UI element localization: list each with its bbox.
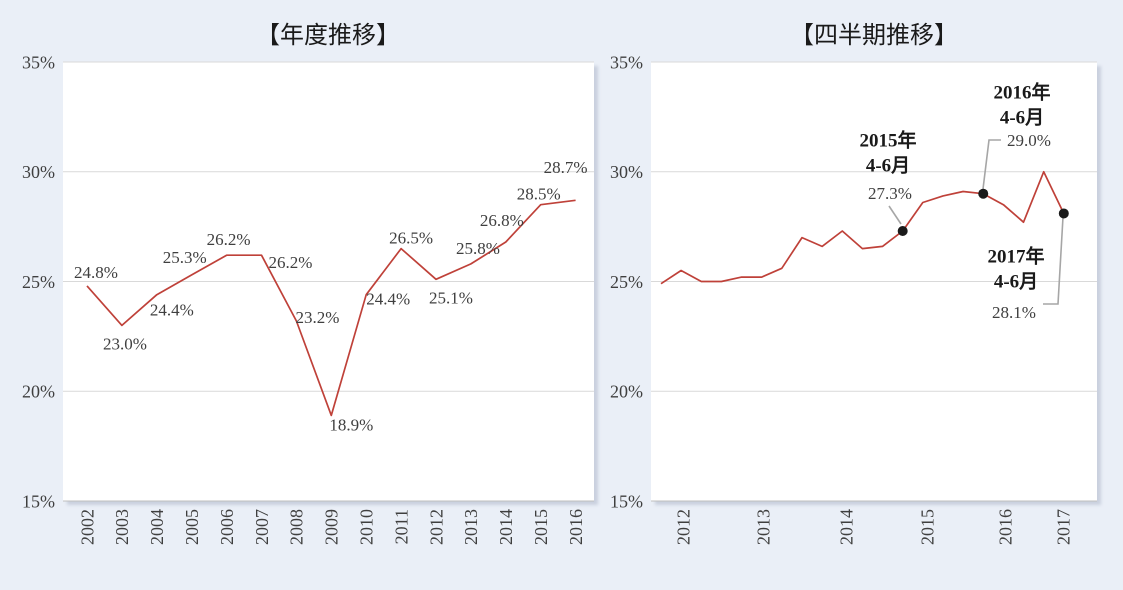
data-label: 25.8% [456, 239, 500, 258]
data-label: 23.2% [295, 308, 339, 327]
data-label: 25.3% [163, 248, 207, 267]
y-axis-tick-label: 35% [610, 52, 643, 72]
x-axis-tick-label: 2016 [995, 509, 1015, 545]
x-axis-tick-label: 2006 [217, 509, 237, 545]
annotation-period-label: 4-6月 [1000, 108, 1044, 129]
y-axis-tick-label: 25% [610, 272, 643, 292]
data-label: 26.2% [269, 253, 313, 272]
x-axis-tick-label: 2013 [461, 509, 481, 545]
data-label: 24.8% [74, 263, 118, 282]
y-axis-tick-label: 20% [610, 382, 643, 402]
x-axis-tick-label: 2008 [287, 509, 307, 545]
annotation-period-label: 2017年 [987, 245, 1044, 268]
x-axis-tick-label: 2017 [1053, 509, 1073, 545]
annotation-leader-line [888, 205, 902, 225]
x-axis-tick-label: 2009 [322, 509, 342, 545]
x-axis-tick-label: 2005 [182, 509, 202, 545]
data-label: 26.8% [480, 211, 524, 230]
y-axis-tick-label: 30% [610, 162, 643, 182]
annual-trend-chart: 35% 30% 25% 20% 15% 2002 2003 2004 2005 2006 2007 2… [22, 52, 598, 545]
x-axis-tick-label: 2002 [77, 509, 97, 545]
x-axis-tick-label: 2014 [496, 509, 516, 545]
data-label: 23.0% [103, 334, 147, 353]
y-axis-tick-label: 15% [22, 491, 55, 511]
annotation-point-marker [1058, 208, 1069, 219]
x-axis-tick-label: 2011 [391, 509, 411, 544]
annotation-period-label: 2016年 [993, 81, 1050, 104]
y-axis-tick-label: 30% [22, 162, 55, 182]
annotation-period-label: 4-6月 [866, 156, 910, 177]
x-axis-tick-label: 2015 [917, 509, 937, 545]
chart-title-annual: 【年度推移】 [256, 22, 400, 49]
data-label: 25.1% [429, 288, 473, 307]
x-axis-tick-label: 2014 [836, 509, 856, 545]
data-label: 28.7% [544, 158, 588, 177]
annotation-leader-line [1043, 216, 1064, 305]
x-axis-tick-label: 2004 [147, 509, 167, 545]
data-label: 24.4% [366, 290, 410, 309]
x-axis-tick-label: 2012 [426, 509, 446, 545]
x-axis-tick-label: 2016 [566, 509, 586, 545]
data-label: 24.4% [150, 301, 194, 320]
annotation-value-label: 29.0% [1007, 131, 1051, 150]
data-label: 26.2% [207, 230, 251, 249]
annotation-period-label: 2015年 [859, 129, 916, 152]
annotation-value-label: 27.3% [868, 184, 912, 203]
y-axis-tick-label: 35% [22, 52, 55, 72]
y-axis-tick-label: 25% [22, 272, 55, 292]
series-line [86, 199, 576, 417]
x-axis-tick-label: 2010 [357, 509, 377, 545]
data-label: 18.9% [329, 415, 373, 434]
annotation-leader-line [982, 139, 1001, 190]
y-axis-tick-label: 15% [610, 491, 643, 511]
annotation-point-marker [978, 188, 989, 199]
data-label: 28.5% [517, 185, 561, 204]
x-axis-tick-label: 2013 [753, 509, 773, 545]
x-axis-tick-label: 2015 [531, 509, 551, 545]
x-axis-tick-label: 2012 [673, 509, 693, 545]
x-axis-tick-label: 2003 [112, 509, 132, 545]
quarterly-trend-chart: 35% 30% 25% 20% 15% 2012 2013 2014 2015 2016 2017 2… [610, 52, 1101, 545]
x-axis-tick-label: 2007 [252, 509, 272, 545]
data-label: 26.5% [389, 229, 433, 248]
y-axis-tick-label: 20% [22, 382, 55, 402]
annotation-point-marker [897, 226, 908, 237]
chart-title-quarterly: 【四半期推移】 [790, 22, 958, 49]
annotation-value-label: 28.1% [992, 303, 1036, 322]
series-line [660, 170, 1065, 285]
annotation-period-label: 4-6月 [994, 272, 1038, 293]
